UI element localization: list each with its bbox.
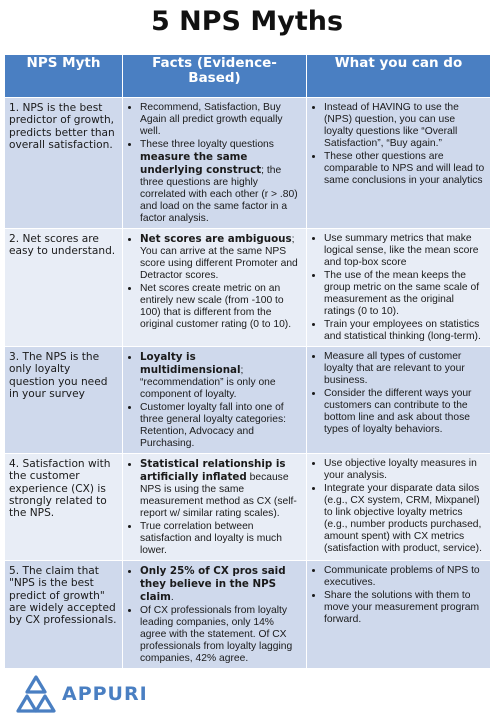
fact-text: Customer loyalty fall into one of three … (140, 402, 286, 449)
fact-item: Net scores create metric on an entirely … (140, 283, 302, 331)
page-title: 5 NPS Myths (150, 6, 344, 37)
actions-list: Measure all types of customer loyalty th… (311, 351, 486, 436)
myths-table: NPS Myth Facts (Evidence-Based) What you… (4, 54, 491, 669)
facts-list: Only 25% of CX pros said they believe in… (127, 565, 302, 665)
fact-text: These three loyalty questions (140, 139, 274, 150)
fact-text: Recommend, Satisfaction, Buy Again all p… (140, 102, 283, 137)
action-item: Share the solutions with them to move yo… (324, 590, 486, 626)
fact-emphasis: measure the same underlying construct (140, 151, 262, 176)
actions-list: Communicate problems of NPS to executive… (311, 565, 486, 626)
fact-item: Net scores are ambiguous; You can arrive… (140, 233, 302, 282)
fact-item: Recommend, Satisfaction, Buy Again all p… (140, 102, 302, 138)
action-item: Measure all types of customer loyalty th… (324, 351, 486, 387)
header-myth: NPS Myth (4, 54, 123, 98)
facts-cell: Recommend, Satisfaction, Buy Again all p… (122, 97, 307, 229)
action-cell: Use objective loyalty measures in your a… (306, 453, 491, 561)
fact-text: ; the three questions are highly correla… (140, 165, 298, 224)
action-item: Communicate problems of NPS to executive… (324, 565, 486, 589)
table-row: 1. NPS is the best predictor of growth, … (4, 97, 491, 229)
action-item: Consider the different ways your custome… (324, 388, 486, 436)
myth-cell: 1. NPS is the best predictor of growth, … (4, 97, 123, 229)
action-cell: Instead of HAVING to use the (NPS) quest… (306, 97, 491, 229)
action-item: The use of the mean keeps the group metr… (324, 270, 486, 318)
fact-item: True correlation between satisfaction an… (140, 521, 302, 557)
fact-text: ; “recommendation” is only one component… (140, 365, 276, 400)
myth-cell: 2. Net scores are easy to understand. (4, 228, 123, 347)
brand-name: APPURI (62, 683, 148, 705)
actions-list: Use objective loyalty measures in your a… (311, 458, 486, 555)
actions-list: Use summary metrics that make logical se… (311, 233, 486, 343)
fact-item: Customer loyalty fall into one of three … (140, 402, 302, 450)
action-item: These other questions are comparable to … (324, 151, 486, 187)
header-facts: Facts (Evidence-Based) (122, 54, 307, 98)
fact-text: because NPS is using the same measuremen… (140, 472, 297, 519)
fact-text: True correlation between satisfaction an… (140, 521, 282, 556)
action-item: Train your employees on statistics and s… (324, 319, 486, 343)
table-row: 2. Net scores are easy to understand. Net… (4, 228, 491, 347)
facts-list: Net scores are ambiguous; You can arrive… (127, 233, 302, 331)
myth-cell: 5. The claim that "NPS is the best predi… (4, 560, 123, 669)
facts-cell: Statistical relationship is artificially… (122, 453, 307, 561)
action-item: Integrate your disparate data silos (e.g… (324, 483, 486, 555)
actions-list: Instead of HAVING to use the (NPS) quest… (311, 102, 486, 187)
fact-item: Statistical relationship is artificially… (140, 458, 302, 520)
facts-cell: Only 25% of CX pros said they believe in… (122, 560, 307, 669)
myth-cell: 4. Satisfaction with the customer experi… (4, 453, 123, 561)
fact-item: Loyalty is multidimensional; “recommenda… (140, 351, 302, 401)
facts-cell: Net scores are ambiguous; You can arrive… (122, 228, 307, 347)
action-item: Use objective loyalty measures in your a… (324, 458, 486, 482)
facts-list: Statistical relationship is artificially… (127, 458, 302, 557)
facts-list: Recommend, Satisfaction, Buy Again all p… (127, 102, 302, 225)
table-row: 3. The NPS is the only loyalty question … (4, 346, 491, 454)
action-item: Use summary metrics that make logical se… (324, 233, 486, 269)
facts-cell: Loyalty is multidimensional; “recommenda… (122, 346, 307, 454)
fact-emphasis: Loyalty is multidimensional (140, 351, 241, 376)
fact-text: Of CX professionals from loyalty leading… (140, 605, 293, 664)
table-row: 4. Satisfaction with the customer experi… (4, 453, 491, 561)
action-item: Instead of HAVING to use the (NPS) quest… (324, 102, 486, 150)
fact-item: Only 25% of CX pros said they believe in… (140, 565, 302, 604)
fact-emphasis: Net scores are ambiguous (140, 233, 292, 245)
fact-text: ; You can arrive at the same NPS score u… (140, 234, 298, 281)
footer: APPURI (4, 674, 204, 714)
appuri-logo-icon (16, 675, 56, 713)
fact-emphasis: Only 25% of CX pros said they believe in… (140, 565, 286, 603)
fact-item: Of CX professionals from loyalty leading… (140, 605, 302, 665)
fact-text: . (170, 592, 174, 603)
action-cell: Use summary metrics that make logical se… (306, 228, 491, 347)
table-row: 5. The claim that "NPS is the best predi… (4, 560, 491, 669)
action-cell: Measure all types of customer loyalty th… (306, 346, 491, 454)
fact-text: Net scores create metric on an entirely … (140, 283, 292, 330)
fact-emphasis: Statistical relationship is artificially… (140, 458, 286, 483)
header-action: What you can do (306, 54, 491, 98)
action-cell: Communicate problems of NPS to executive… (306, 560, 491, 669)
myth-cell: 3. The NPS is the only loyalty question … (4, 346, 123, 454)
facts-list: Loyalty is multidimensional; “recommenda… (127, 351, 302, 450)
table-header-row: NPS Myth Facts (Evidence-Based) What you… (4, 54, 491, 98)
fact-item: These three loyalty questions measure th… (140, 139, 302, 225)
